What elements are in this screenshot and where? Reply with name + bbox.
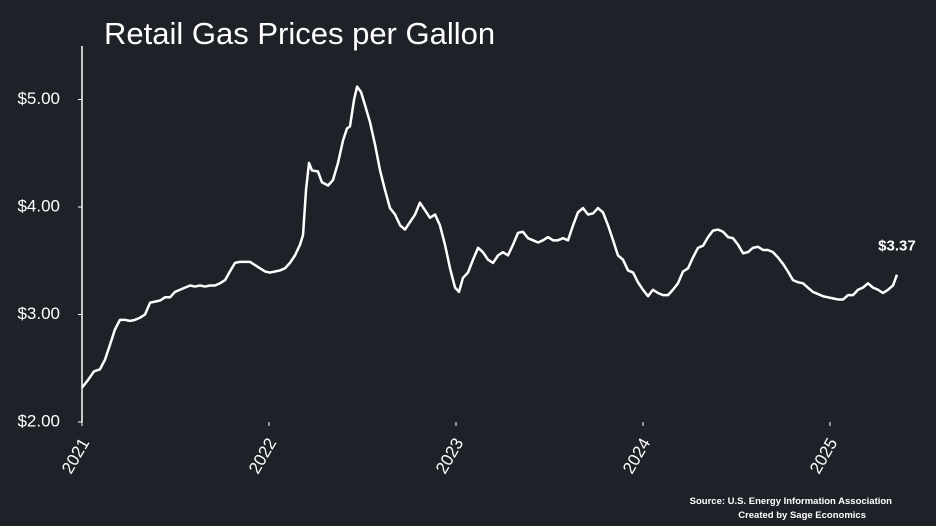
source: Source: U.S. Energy Information Associat…: [690, 496, 893, 507]
y-tick-label: $3.00: [17, 304, 60, 323]
annotation: $3.37: [878, 238, 916, 255]
y-tick-label: $4.00: [17, 196, 60, 215]
y-tick-label: $5.00: [17, 89, 60, 108]
price-line: [81, 85, 899, 389]
chart-title: Retail Gas Prices per Gallon: [104, 16, 495, 51]
y-tick-label: $2.00: [17, 411, 60, 430]
credit: Created by Sage Economics: [738, 510, 866, 521]
